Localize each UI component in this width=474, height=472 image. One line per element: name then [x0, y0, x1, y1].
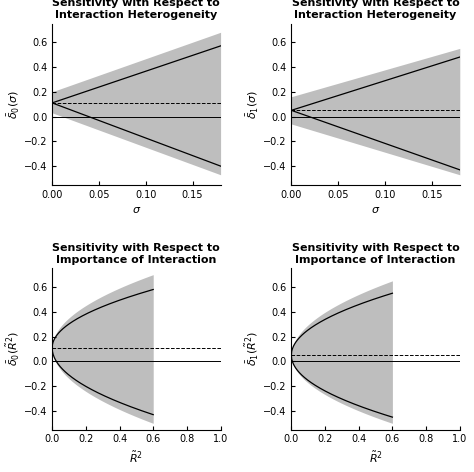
- Title: Sensitivity with Respect to
Importance of Interaction: Sensitivity with Respect to Importance o…: [292, 243, 459, 265]
- X-axis label: $\tilde{R}^2$: $\tilde{R}^2$: [369, 450, 383, 465]
- X-axis label: $\sigma$: $\sigma$: [371, 205, 380, 215]
- Y-axis label: $\bar{\delta}_1(\tilde{R}^2)$: $\bar{\delta}_1(\tilde{R}^2)$: [243, 331, 260, 366]
- X-axis label: $\tilde{R}^2$: $\tilde{R}^2$: [129, 450, 143, 465]
- Title: Sensitivity with Respect to
Interaction Heterogeneity: Sensitivity with Respect to Interaction …: [53, 0, 220, 20]
- Title: Sensitivity with Respect to
Interaction Heterogeneity: Sensitivity with Respect to Interaction …: [292, 0, 459, 20]
- Title: Sensitivity with Respect to
Importance of Interaction: Sensitivity with Respect to Importance o…: [53, 243, 220, 265]
- Y-axis label: $\bar{\delta}_0(\tilde{R}^2)$: $\bar{\delta}_0(\tilde{R}^2)$: [4, 331, 21, 366]
- Y-axis label: $\bar{\delta}_1(\sigma)$: $\bar{\delta}_1(\sigma)$: [245, 90, 260, 118]
- Y-axis label: $\bar{\delta}_0(\sigma)$: $\bar{\delta}_0(\sigma)$: [5, 90, 21, 118]
- X-axis label: $\sigma$: $\sigma$: [132, 205, 141, 215]
